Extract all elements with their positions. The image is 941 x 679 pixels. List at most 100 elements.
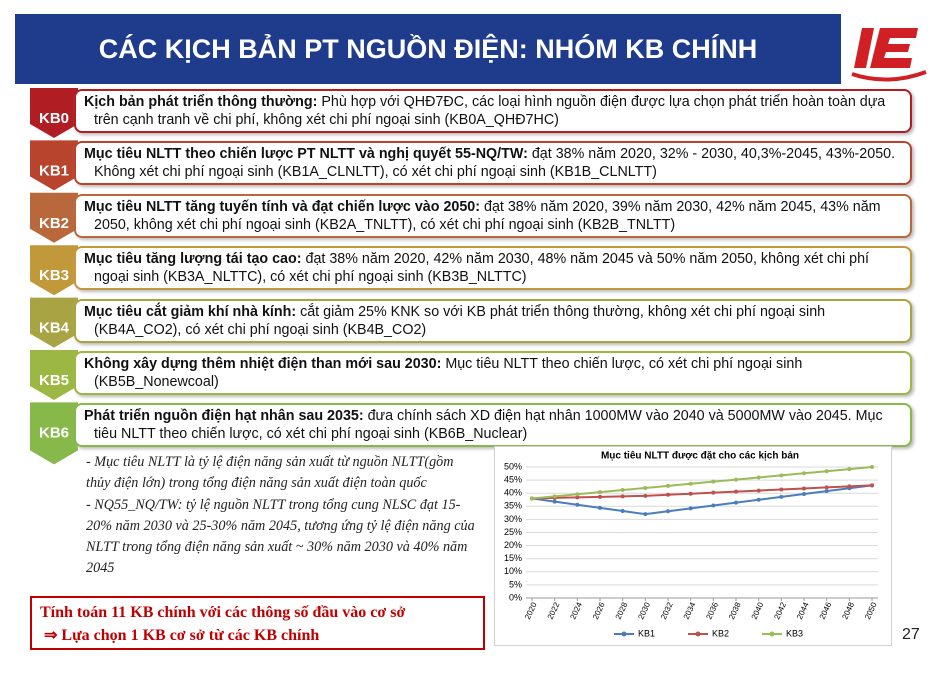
point [575, 492, 580, 497]
point [575, 495, 580, 500]
scenario-desc: đạt 38% năm 2020, 39% năm 2030, 42% năm … [94, 198, 881, 233]
y-tick-label: 20% [504, 540, 522, 550]
y-tick-label: 25% [504, 527, 522, 537]
scenario-box: Kịch bản phát triển thông thường: Phù hợ… [74, 89, 912, 133]
page-number: 27 [902, 626, 920, 643]
point [598, 494, 602, 499]
chevron [30, 140, 78, 191]
scenario-text: Mục tiêu NLTT tăng tuyến tính và đạt chi… [84, 198, 902, 234]
point [734, 500, 738, 505]
scenario-heading: Mục tiêu NLTT theo chiến lược PT NLTT và… [84, 146, 528, 163]
scenario-box: Không xây dựng thêm nhiệt điện than mới … [74, 351, 912, 395]
scenario-desc: đạt 38% năm 2020, 42% năm 2030, 48% năm … [94, 251, 870, 286]
series-line [531, 466, 873, 500]
conclusion-line: Tính toán 11 KB chính với các thông số đ… [40, 604, 406, 621]
scenario-text: Mục tiêu cắt giảm khí nhà kính: cắt giảm… [84, 303, 902, 339]
legend-label: KB2 [712, 628, 729, 638]
scenario-box: Mục tiêu NLTT theo chiến lược PT NLTT và… [74, 141, 912, 186]
series-line [531, 484, 873, 500]
scenario-desc: cắt giảm 25% KNK so với KB phát triển th… [94, 303, 826, 338]
point [756, 488, 761, 493]
scenario-heading: Mục tiêu cắt giảm khí nhà kính: [84, 303, 297, 320]
conclusion-box: Tính toán 11 KB chính với các thông số đ… [30, 596, 485, 650]
scenario-label: KB6 [39, 424, 69, 441]
note: - NQ55_NQ/TW: tỷ lệ nguồn NLTT trong tổn… [86, 496, 475, 577]
point [756, 497, 761, 502]
chart: Mục tiêu NLTT được đặt cho các kịch bản … [494, 446, 892, 646]
legend-label: KB3 [786, 628, 803, 638]
point [734, 477, 738, 482]
scenario-label: KB5 [39, 372, 69, 389]
point [711, 479, 716, 484]
point [666, 509, 670, 514]
scenario-text: Kịch bản phát triển thông thường: Phù hợ… [84, 93, 902, 129]
scenario-desc: Phù hợp với QHĐ7ĐC, các loại hình nguồn … [94, 94, 886, 128]
point [734, 489, 738, 494]
slide-title: CÁC KỊCH BẢN PT NGUỒN ĐIỆN: NHÓM KB CHÍN… [98, 33, 758, 64]
point [824, 485, 829, 490]
y-tick-label: 30% [504, 514, 522, 524]
point [824, 489, 829, 494]
scenario-box: Mục tiêu cắt giảm khí nhà kính: cắt giảm… [74, 298, 912, 343]
scenario-text: Phát triển nguồn điện hạt nhân sau 2035:… [84, 407, 902, 443]
y-tick-label: 50% [504, 461, 522, 471]
scenario-text: Không xây dựng thêm nhiệt điện than mới … [84, 355, 902, 391]
y-tick-label: 5% [509, 579, 522, 589]
conclusion-line: ⇒ Lựa chọn 1 KB cơ sở từ các KB chính [44, 627, 320, 644]
scenario-label: KB3 [39, 267, 69, 284]
note: - Mục tiêu NLTT là tỷ lệ điện năng sản x… [86, 454, 454, 492]
scenario-desc: Mục tiêu NLTT theo chiến lược, có xét ch… [94, 356, 803, 390]
title-bar: CÁC KỊCH BẢN PT NGUỒN ĐIỆN: NHÓM KB CHÍN… [15, 14, 841, 84]
point [575, 502, 580, 507]
scenario-label: KB1 [39, 162, 69, 179]
legend-marker [621, 631, 627, 637]
chart-title: Mục tiêu NLTT được đặt cho các kịch bản [601, 451, 799, 462]
point [620, 494, 625, 499]
point [552, 499, 557, 504]
point [552, 494, 557, 499]
scenario-heading: Kịch bản phát triển thông thường: [84, 94, 318, 110]
scenario-label: KB2 [39, 215, 69, 232]
scenario-label: KB0 [39, 110, 69, 127]
point [779, 494, 784, 499]
point [530, 496, 534, 501]
point [756, 475, 761, 480]
point [870, 483, 874, 488]
point [643, 493, 648, 498]
point [802, 486, 806, 491]
legend-marker [769, 631, 775, 637]
point [802, 471, 806, 476]
point [779, 473, 784, 478]
logo [848, 14, 930, 86]
series-line [531, 484, 873, 516]
point [711, 503, 716, 508]
scenario-box: Mục tiêu tăng lượng tái tạo cao: đạt 38%… [74, 246, 912, 291]
point [802, 491, 806, 496]
scenario-heading: Phát triển nguồn điện hạt nhân sau 2035: [84, 408, 364, 425]
point [824, 469, 829, 474]
scenario-box: Mục tiêu NLTT tăng tuyến tính và đạt chi… [74, 193, 912, 238]
y-tick-label: 15% [504, 553, 522, 563]
point [847, 467, 852, 472]
scenario-desc: đưa chính sách XD điện hạt nhân 1000MW v… [94, 408, 883, 443]
y-tick-label: 10% [504, 566, 522, 576]
y-tick-label: 45% [504, 474, 522, 484]
scenario-heading: Mục tiêu NLTT tăng tuyến tính và đạt chi… [84, 198, 481, 215]
chevron [30, 88, 78, 138]
point [643, 512, 648, 517]
chevron [30, 245, 78, 296]
legend-label: KB1 [638, 628, 655, 638]
point [779, 487, 784, 492]
y-tick-label: 35% [504, 501, 522, 511]
point [711, 490, 716, 495]
scenario-box: Phát triển nguồn điện hạt nhân sau 2035:… [74, 403, 912, 448]
point [666, 492, 670, 497]
chevron [30, 350, 78, 400]
point [598, 490, 602, 495]
point [688, 481, 693, 486]
chevron [30, 402, 78, 465]
y-tick-label: 0% [509, 592, 522, 602]
scenario-label: KB4 [39, 320, 70, 337]
point [643, 485, 648, 490]
